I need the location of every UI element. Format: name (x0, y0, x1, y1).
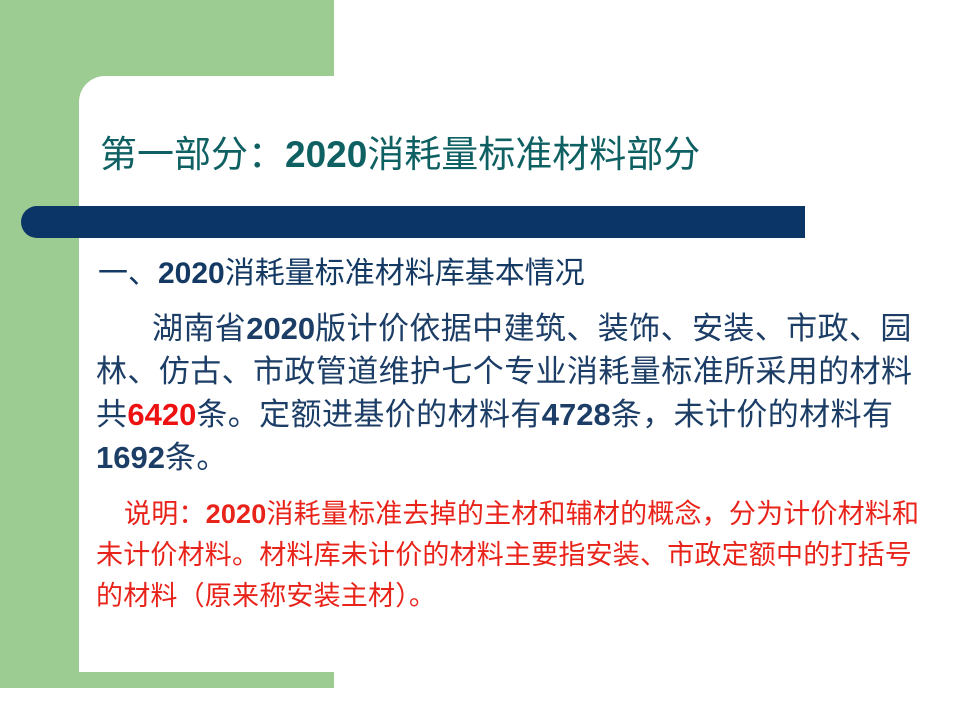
navy-divider-bar (21, 206, 805, 238)
note-paragraph: 说明：2020消耗量标准去掉的主材和辅材的概念，分为计价材料和未计价材料。材料库… (96, 494, 936, 617)
note-year: 2020 (205, 499, 267, 529)
white-top-right-fill (334, 0, 960, 80)
body-text-a: 湖南省 (152, 311, 247, 346)
total-materials-value: 6420 (127, 397, 197, 432)
section-heading: 一、2020消耗量标准材料库基本情况 (98, 254, 938, 294)
note-label: 说明： (124, 499, 206, 529)
priced-materials-value: 4728 (541, 397, 611, 432)
section-heading-year: 2020 (158, 257, 225, 290)
white-content-panel (79, 76, 960, 672)
white-bottom-fill (0, 688, 960, 720)
slide-title: 第一部分：2020消耗量标准材料部分 (100, 131, 940, 180)
body-year: 2020 (246, 311, 316, 346)
body-text-c: 条。定额进基价的材料有 (196, 397, 542, 432)
body-paragraph: 湖南省2020版计价依据中建筑、装饰、安装、市政、园林、仿古、市政管道维护七个专… (96, 307, 926, 479)
section-heading-suffix: 消耗量标准材料库基本情况 (224, 257, 585, 290)
slide-title-prefix: 第一部分： (100, 135, 285, 176)
body-text-e: 条。 (164, 440, 228, 475)
slide-title-year: 2020 (285, 134, 368, 175)
note-text: 消耗量标准去掉的主材和辅材的概念，分为计价材料和未计价材料。材料库未计价的材料主… (96, 499, 920, 611)
section-heading-prefix: 一、 (98, 257, 158, 290)
slide-title-suffix: 消耗量标准材料部分 (367, 135, 701, 176)
unpriced-materials-value: 1692 (96, 440, 165, 475)
body-text-d: 条，未计价的材料有 (610, 397, 894, 432)
body-text-b: 版计价依据中建筑、装饰、安装、市政、园林、仿古、市政管道维护七个专业消耗量标准所… (96, 311, 913, 432)
